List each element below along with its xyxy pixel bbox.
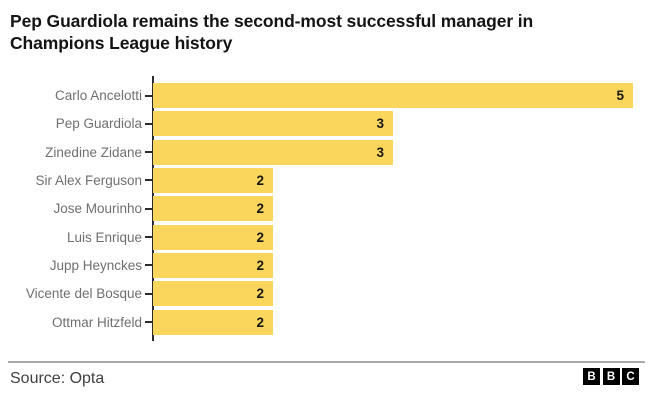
bar-row: Pep Guardiola 3 [0, 111, 650, 137]
bar: 2 [153, 196, 273, 222]
axis-tick [145, 264, 152, 267]
bbc-logo-block: C [622, 368, 639, 385]
bar-category-label: Zinedine Zidane [45, 144, 142, 160]
y-axis-line [151, 76, 154, 341]
source-label: Source: Opta [10, 370, 105, 387]
chart-title-line1: Pep Guardiola remains the second-most su… [10, 11, 534, 31]
axis-tick [145, 94, 152, 97]
bar: 3 [153, 139, 393, 165]
bar-value-label: 2 [256, 257, 264, 273]
bar-row: Sir Alex Ferguson 2 [0, 167, 650, 193]
axis-tick [145, 321, 152, 324]
axis-tick [145, 122, 152, 125]
bar-row: Ottmar Hitzfeld 2 [0, 309, 650, 335]
axis-tick [145, 292, 152, 295]
bar-row: Carlo Ancelotti 5 [0, 83, 650, 108]
bar-category-label: Vicente del Bosque [25, 286, 142, 302]
bar: 3 [153, 111, 393, 137]
bar-category-label: Luis Enrique [66, 229, 142, 245]
chart-title: Pep Guardiola remains the second-most su… [10, 10, 642, 54]
footer-divider [8, 361, 645, 363]
axis-tick [145, 236, 152, 239]
bar-category-label: Carlo Ancelotti [54, 88, 142, 103]
bar-chart-plot-area: Carlo Ancelotti 5 Pep Guardiola 3 Zinedi… [0, 76, 650, 341]
bar: 2 [153, 281, 273, 307]
bar-value-label: 2 [256, 201, 264, 217]
bbc-logo-block: B [602, 368, 620, 385]
bar: 2 [153, 252, 273, 278]
bar-value-label: 2 [256, 314, 264, 330]
bar-value-label: 3 [376, 144, 384, 160]
bar-category-label: Jupp Heynckes [49, 257, 142, 273]
bar-value-label: 2 [256, 229, 264, 245]
bar: 2 [153, 167, 273, 193]
bar-row: Luis Enrique 2 [0, 224, 650, 250]
axis-tick [145, 179, 152, 182]
bar-value-label: 2 [256, 286, 264, 302]
chart-title-line2: Champions League history [10, 33, 233, 53]
bar-value-label: 2 [256, 172, 264, 188]
axis-tick [145, 207, 152, 210]
bbc-logo-block: B [583, 368, 600, 385]
bar: 2 [153, 224, 273, 250]
bar-row: Jupp Heynckes 2 [0, 252, 650, 278]
bar-category-label: Jose Mourinho [53, 201, 142, 217]
bar-category-label: Sir Alex Ferguson [35, 172, 142, 188]
bar-row: Vicente del Bosque 2 [0, 281, 650, 307]
bar-category-label: Ottmar Hitzfeld [51, 314, 142, 330]
bar-value-label: 3 [376, 116, 384, 132]
bar-value-label: 5 [616, 88, 624, 103]
bar-row: Jose Mourinho 2 [0, 196, 650, 222]
bar: 5 [153, 83, 633, 108]
axis-tick [145, 151, 152, 154]
bar-category-label: Pep Guardiola [55, 116, 142, 132]
bar: 2 [153, 309, 273, 335]
bar-row: Zinedine Zidane 3 [0, 139, 650, 165]
